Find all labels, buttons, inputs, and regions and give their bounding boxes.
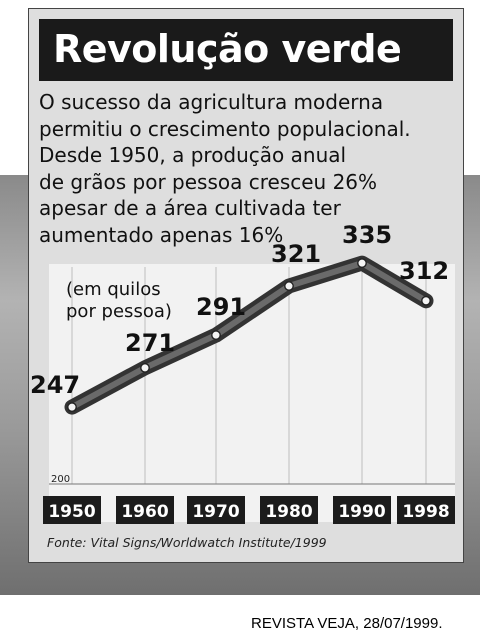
x-tick-box xyxy=(43,496,101,524)
data-label: 312 xyxy=(399,257,449,285)
description-line: aumentado apenas 16% xyxy=(39,222,284,247)
x-tick-box xyxy=(116,496,174,524)
x-tick-label: 1970 xyxy=(192,502,239,522)
source-note: Fonte: Vital Signs/Worldwatch Institute/… xyxy=(47,535,327,550)
data-label: 291 xyxy=(196,293,246,321)
chart-title: Revolução verde xyxy=(53,27,402,71)
data-point xyxy=(284,281,294,291)
description-line: apesar de a área cultivada ter xyxy=(39,196,341,220)
data-label: 335 xyxy=(342,221,392,249)
x-tick-label: 1960 xyxy=(121,502,168,522)
description-line: O sucesso da agricultura moderna xyxy=(39,90,384,114)
data-label: 271 xyxy=(125,329,175,357)
data-point xyxy=(211,330,221,341)
x-tick-label: 1990 xyxy=(338,502,385,522)
x-tick-label: 1980 xyxy=(265,502,312,522)
description-line: de grãos por pessoa cresceu 26% xyxy=(39,169,378,194)
description-line: Desde 1950, a produção anual xyxy=(39,143,347,167)
y-axis-label-line: (em quilos xyxy=(66,279,161,300)
y-tick-label: 200 xyxy=(51,474,70,485)
x-tick-box xyxy=(187,496,245,524)
description-line: permitiu o crescimento populacional. xyxy=(39,116,411,141)
data-point xyxy=(421,295,431,306)
series-line-highlight xyxy=(69,260,429,411)
y-axis-label: (em quilos por pessoa) xyxy=(66,279,172,323)
data-label: 247 xyxy=(30,371,80,399)
y-axis-label-line: por pessoa) xyxy=(66,301,172,322)
x-tick-label: 1998 xyxy=(402,502,449,522)
data-point xyxy=(140,362,150,373)
title-bar: Revolução verde xyxy=(39,19,453,81)
x-tick-label: 1950 xyxy=(48,502,95,522)
x-tick-box xyxy=(333,496,391,524)
x-tick-box xyxy=(260,496,318,524)
data-point xyxy=(67,402,77,413)
data-point xyxy=(357,258,367,269)
infographic-card: Revolução verde O sucesso da agricultura… xyxy=(28,8,464,563)
description: O sucesso da agricultura moderna permiti… xyxy=(39,89,459,248)
credit-line: REVISTA VEJA, 28/07/1999. xyxy=(251,615,443,632)
x-tick-box xyxy=(397,496,455,524)
data-label: 321 xyxy=(271,240,321,268)
